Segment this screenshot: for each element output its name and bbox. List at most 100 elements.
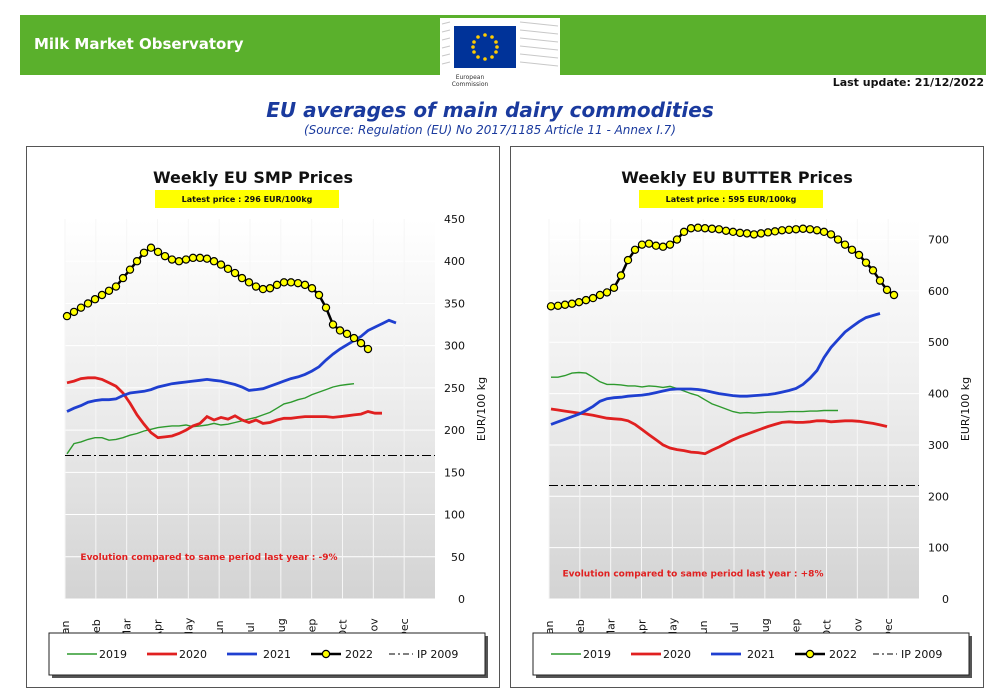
butter-series-2022-point	[686, 224, 696, 233]
butter-legend-label: 2020	[663, 648, 691, 661]
butter-series-2022-point	[714, 225, 724, 234]
butter-y-axis-label: EUR/100 kg	[959, 377, 972, 441]
smp-series-2022-point	[181, 255, 191, 264]
butter-series-2022-point	[742, 229, 752, 238]
butter-series-2022-point	[735, 228, 745, 238]
butter-series-2022-point	[791, 225, 801, 234]
smp-series-2022-point	[356, 338, 366, 348]
smp-series-2022-point	[188, 253, 198, 263]
butter-series-2022-point	[560, 300, 570, 309]
butter-series-2022-point	[588, 293, 598, 303]
smp-series-2022-point	[90, 295, 100, 304]
butter-series-2022-point	[763, 228, 773, 237]
butter-series-2022-point	[679, 227, 689, 237]
page-title: EU averages of main dairy commodities	[266, 98, 714, 122]
smp-chart-panel: Weekly EU SMP Prices Latest price : 296 E…	[26, 146, 500, 688]
smp-series-2022-point	[146, 243, 156, 252]
smp-series-2022-point	[342, 329, 352, 339]
butter-legend-label: 2022	[829, 648, 857, 661]
butter-ytick-label: 300	[928, 439, 949, 452]
smp-series-2022-point	[314, 290, 324, 300]
smp-series-2022-point	[97, 290, 107, 300]
butter-series-2022-point	[672, 235, 682, 244]
smp-legend-label: 2022	[345, 648, 373, 661]
butter-latest-price: Latest price : 595 EUR/100kg	[666, 195, 797, 204]
butter-series-2022-point	[693, 223, 703, 232]
smp-chart-title: Weekly EU SMP Prices	[153, 168, 353, 187]
butter-series-2022-point	[749, 230, 759, 239]
smp-series-2022-point	[230, 268, 240, 278]
smp-ytick-label: 50	[451, 551, 465, 564]
butter-legend-marker-2022	[805, 649, 815, 659]
smp-series-2022-point	[153, 247, 163, 257]
butter-ytick-label: 400	[928, 388, 949, 401]
smp-legend-marker-2022	[321, 649, 331, 659]
smp-series-2022-point	[216, 260, 226, 269]
butter-legend-box	[532, 632, 970, 676]
butter-series-2022-point	[868, 266, 878, 275]
smp-ytick-label: 200	[444, 424, 465, 437]
butter-ytick-label: 100	[928, 542, 949, 555]
butter-series-2022-point	[553, 301, 563, 310]
smp-ytick-label: 300	[444, 340, 465, 353]
smp-series-2022-point	[111, 282, 121, 291]
smp-series-2022-point	[62, 311, 72, 321]
smp-series-2022-point	[69, 307, 79, 317]
smp-series-2022-point	[265, 284, 275, 293]
butter-series-2022-point	[630, 245, 640, 255]
butter-series-2022-point	[840, 240, 850, 249]
butter-legend-label: IP 2009	[901, 648, 942, 661]
butter-ytick-label: 600	[928, 285, 949, 298]
smp-series-2022-point	[83, 299, 93, 308]
smp-latest-price: Latest price : 296 EUR/100kg	[182, 195, 313, 204]
butter-series-2022-point	[882, 285, 892, 295]
butter-series-2022-point	[644, 239, 654, 248]
butter-series-2022-point	[805, 225, 815, 234]
butter-series-2021-line	[550, 312, 881, 426]
butter-series-2022-point	[770, 227, 780, 236]
butter-series-2022-point	[623, 255, 633, 265]
app-title: Milk Market Observatory	[34, 35, 244, 53]
butter-series-2019-line	[551, 371, 838, 414]
butter-series-2022-point	[784, 225, 794, 234]
butter-series-2022-point	[602, 288, 612, 297]
butter-chart-panel: Weekly EU BUTTER Prices Latest price : 59…	[510, 146, 984, 688]
smp-series-2022-point	[321, 303, 331, 312]
butter-series-2022-point	[546, 302, 556, 311]
smp-ytick-label: 100	[444, 509, 465, 522]
smp-series-2022-point	[251, 282, 261, 291]
smp-series-2022-point	[139, 248, 149, 257]
smp-series-2022-point	[328, 320, 338, 329]
butter-series-2022-point	[847, 245, 857, 255]
butter-legend-label: 2021	[747, 648, 775, 661]
butter-series-2022-point	[665, 240, 675, 249]
butter-series-2022-point	[826, 230, 836, 239]
butter-chart-title: Weekly EU BUTTER Prices	[621, 168, 853, 187]
smp-series-2021-line	[66, 318, 397, 413]
european-commission-logo: European Commission	[440, 18, 560, 92]
smp-ytick-label: 450	[444, 213, 465, 226]
smp-series-2020-line	[66, 376, 382, 440]
butter-series-2022-point	[609, 283, 619, 293]
smp-series-2022-point	[160, 251, 170, 261]
butter-series-2022-point	[658, 242, 668, 251]
smp-series-2022-point	[237, 273, 247, 283]
smp-series-2022-point	[209, 257, 219, 266]
butter-ytick-label: 0	[942, 593, 949, 606]
butter-series-2022-point	[875, 276, 885, 285]
smp-series-2022-point	[279, 278, 289, 287]
butter-ytick-label: 500	[928, 336, 949, 349]
smp-ytick-label: 350	[444, 297, 465, 310]
smp-series-2022-point	[300, 280, 310, 290]
smp-chart: Weekly EU SMP Prices Latest price : 296 E…	[48, 168, 488, 678]
butter-series-2022-point	[651, 241, 661, 250]
smp-series-2022-point	[286, 278, 296, 287]
smp-series-2022-point	[335, 326, 345, 335]
smp-series-2022-point	[132, 257, 142, 266]
butter-series-2022-point	[581, 295, 591, 305]
last-update: Last update: 21/12/2022	[832, 76, 984, 89]
smp-series-2022-point	[244, 278, 254, 287]
butter-series-2022-point	[861, 258, 871, 267]
butter-series-2022-point	[833, 235, 843, 244]
butter-chart: Weekly EU BUTTER Prices Latest price : 59…	[532, 168, 972, 678]
